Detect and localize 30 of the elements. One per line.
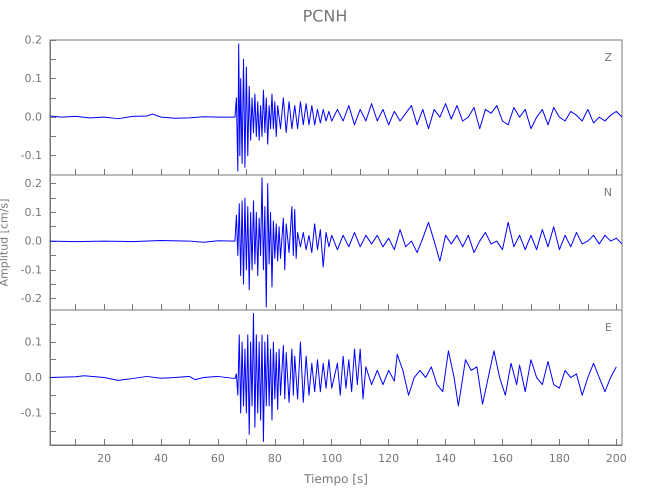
y-tick-label: 0.1 [24, 72, 42, 86]
x-tick-label: 80 [268, 452, 282, 465]
x-tick-label: 180 [548, 452, 570, 465]
y-tick-label: -0.2 [20, 292, 42, 306]
y-tick-label: 0.1 [24, 335, 42, 348]
x-tick-label: 40 [154, 452, 168, 465]
y-tick-label: 0.0 [24, 371, 42, 384]
x-tick-label: 100 [321, 452, 342, 465]
y-tick-label: 0.2 [24, 177, 42, 190]
line-series [50, 177, 622, 308]
annotation: N [604, 186, 612, 199]
x-tick-label: 160 [492, 452, 513, 465]
y-tick-label: -0.1 [20, 406, 42, 420]
x-tick-label: 200 [606, 452, 627, 465]
line-series [50, 43, 622, 172]
y-tick-label: 0.0 [24, 110, 42, 124]
x-tick-label: 60 [210, 452, 225, 465]
y-tick-label: 0.0 [24, 234, 42, 248]
y-tick-label: -0.1 [20, 263, 42, 276]
x-tick-label: 140 [435, 452, 456, 465]
y-tick-label: -0.1 [20, 149, 42, 162]
x-tick-label: 120 [378, 452, 400, 465]
y-tick-label: 0.1 [24, 206, 42, 219]
annotation: E [605, 321, 612, 334]
y-tick-label: 0.2 [24, 34, 42, 46]
chart-title: PCNH [302, 6, 348, 26]
x-tick-label: 20 [97, 452, 112, 465]
annotation: Z [604, 51, 612, 64]
x-axis-title: Tiempo [s] [303, 472, 368, 486]
line-series [50, 313, 617, 442]
